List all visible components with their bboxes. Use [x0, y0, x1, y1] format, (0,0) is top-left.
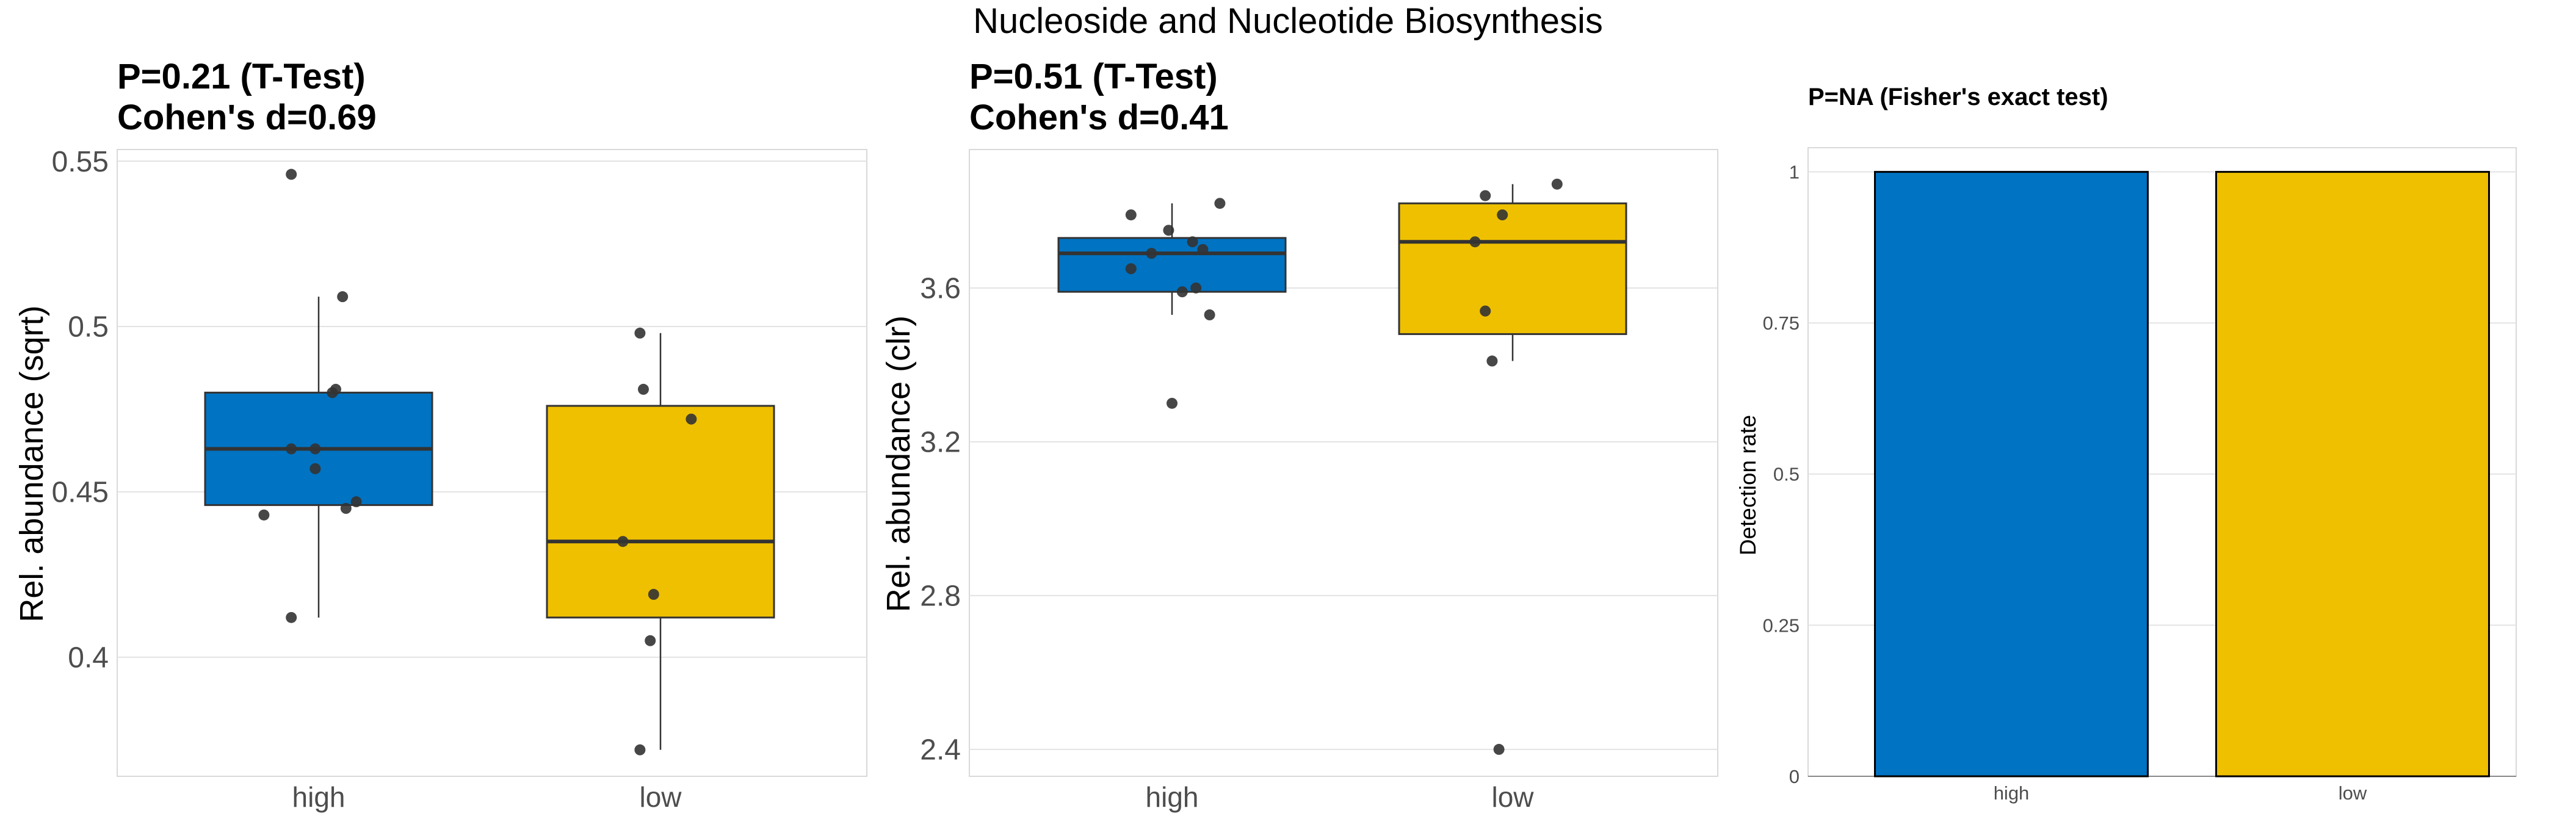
panel1-point-high: [309, 443, 321, 455]
panel1-y-tick-label: 0.45: [52, 477, 109, 509]
panel2-point-high: [1187, 236, 1198, 248]
panel2-y-tick-label: 3.2: [920, 427, 961, 459]
panel1-point-high: [286, 612, 297, 623]
panel1-y-tick-label: 0.55: [52, 146, 109, 178]
panel-rel-abundance-sqrt: P=0.21 (T-Test) Cohen's d=0.69 Rel. abun…: [13, 57, 867, 813]
panel2-point-high: [1176, 286, 1188, 298]
panel-detection-rate: P=NA (Fisher's exact test) Detection rat…: [1735, 84, 2517, 804]
panel1-box-low: [546, 405, 775, 619]
panel3-y-tick-label: 1: [1789, 161, 1800, 182]
panel3-bar-low: [2215, 171, 2490, 778]
panel1-y-tick-label: 0.5: [68, 311, 109, 344]
panel2-point-high: [1204, 309, 1215, 320]
panel1-point-high: [286, 168, 297, 180]
panel1-point-low: [634, 744, 646, 756]
panel2-point-high: [1125, 209, 1137, 221]
panel1-point-high: [309, 463, 321, 474]
panel3-x-tick-label-low: low: [2339, 782, 2367, 804]
panel3-bar-high: [1874, 171, 2149, 778]
panel2-point-low: [1493, 743, 1505, 755]
panel2-point-low: [1480, 190, 1491, 201]
panel2-point-high: [1197, 244, 1209, 255]
panel2-point-low: [1486, 355, 1498, 367]
panel1-title-line2: Cohen's d=0.69: [117, 98, 377, 137]
panel3-y-tick-label: 0: [1789, 766, 1800, 787]
panel2-title-line2: Cohen's d=0.41: [969, 98, 1229, 137]
figure-title: Nucleoside and Nucleotide Biosynthesis: [973, 1, 1603, 41]
panel1-point-low: [638, 383, 649, 395]
panel2-point-high: [1190, 282, 1202, 294]
panel1-x-tick-label-low: low: [639, 781, 682, 813]
panel2-y-tick-label: 2.4: [920, 734, 961, 767]
panel3-plot-area: 0 0.25 0.5 0.75 1 high low: [1763, 147, 2517, 804]
panel2-point-low: [1497, 209, 1508, 221]
panel1-point-high: [337, 291, 349, 303]
panel3-y-axis-label: Detection rate: [1735, 415, 1760, 555]
panel1-y-axis-label: Rel. abundance (sqrt): [13, 305, 50, 622]
panel2-y-tick-label: 2.8: [920, 580, 961, 613]
panel1-point-low: [648, 588, 659, 600]
panel2-point-low: [1469, 236, 1481, 248]
panel2-box-low: [1398, 202, 1627, 335]
panel2-box-high: [1057, 237, 1287, 293]
panel2-title-line1: P=0.51 (T-Test): [969, 57, 1218, 96]
panel3-y-tick-label: 0.75: [1763, 312, 1800, 334]
panel2-y-tick-label: 3.6: [920, 273, 961, 305]
panel2-x-tick-label-low: low: [1491, 781, 1534, 813]
panel1-point-high: [340, 503, 352, 514]
panel1-point-low: [634, 327, 646, 339]
panel3-x-tick-label-high: high: [1994, 782, 2030, 804]
panel2-plot-area: 2.4 2.8 3.2 3.6 high low: [920, 149, 1718, 813]
panel1-point-high: [327, 387, 338, 399]
panel1-point-low: [686, 413, 697, 425]
panel1-point-high: [350, 496, 362, 508]
panel3-y-tick-label: 0.25: [1763, 615, 1800, 636]
panel3-y-tick-label: 0.5: [1773, 464, 1800, 485]
panel2-point-high: [1125, 263, 1137, 275]
panel1-title-line1: P=0.21 (T-Test): [117, 57, 366, 96]
panel2-point-low: [1480, 305, 1491, 317]
panel2-point-high: [1214, 198, 1226, 209]
panel1-point-high: [258, 509, 270, 521]
panel2-point-high: [1163, 225, 1174, 236]
panel2-x-tick-label-high: high: [1146, 781, 1199, 813]
panel1-point-low: [617, 536, 629, 547]
panel2-point-high: [1146, 248, 1157, 259]
panel1-point-high: [286, 443, 297, 455]
panel2-y-axis-label: Rel. abundance (clr): [880, 316, 917, 612]
panel1-x-tick-label-high: high: [292, 781, 346, 813]
panel2-point-high: [1167, 397, 1178, 409]
panel1-point-low: [645, 635, 656, 646]
panel3-title: P=NA (Fisher's exact test): [1808, 84, 2108, 110]
panel-rel-abundance-clr: P=0.51 (T-Test) Cohen's d=0.41 Rel. abun…: [880, 57, 1718, 813]
panel1-y-tick-label: 0.4: [68, 642, 109, 674]
panel2-point-low: [1551, 178, 1563, 190]
panel1-plot-area: 0.4 0.45 0.5 0.55 high low: [52, 146, 867, 813]
